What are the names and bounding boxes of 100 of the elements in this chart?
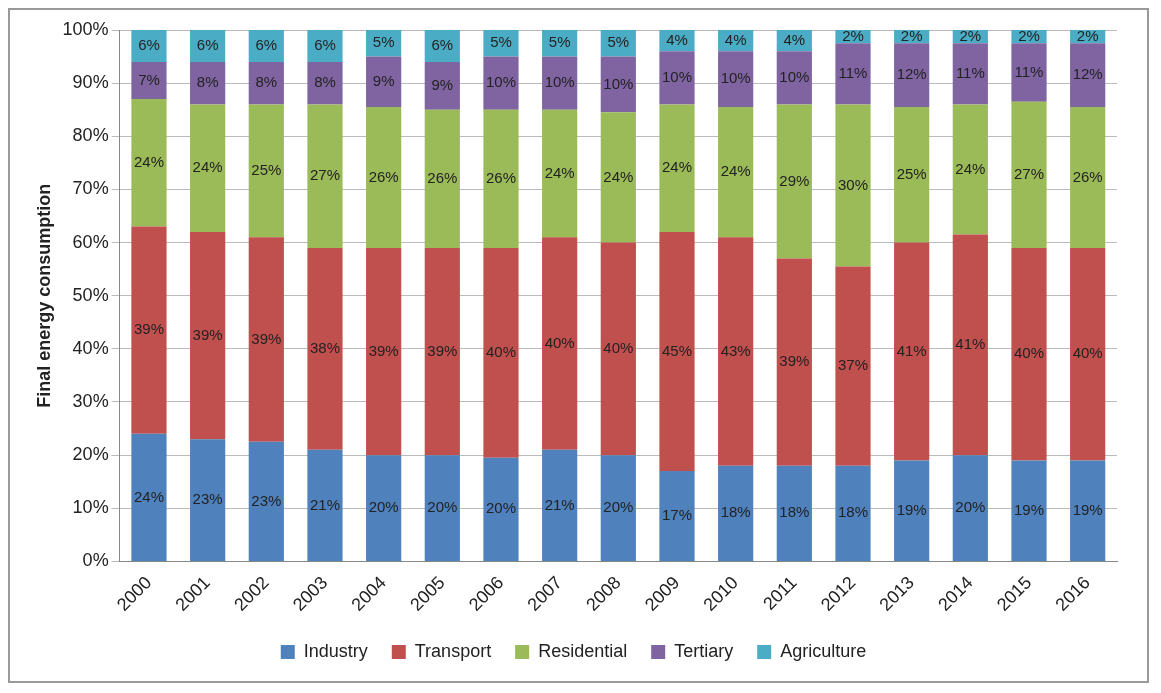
bar [776,104,812,259]
data-label: 2% [1076,26,1099,44]
bar [190,231,226,440]
bar [190,439,226,561]
bar [1011,247,1047,461]
bar [894,107,930,243]
y-tick-label: 0% [82,550,109,571]
bar [894,460,930,561]
data-label: 40% [1013,344,1045,362]
data-label: 17% [661,506,692,524]
data-label: 2% [842,26,864,44]
legend-label: Industry [303,640,368,661]
data-label: 8% [255,73,278,91]
data-label: 24% [192,158,223,176]
bar [190,104,226,232]
data-label: 7% [138,70,160,88]
bar [542,56,578,110]
bar [718,107,754,238]
data-label: 40% [485,342,516,360]
data-label: 2% [959,26,982,44]
data-label: 4% [724,30,747,48]
bar [776,51,812,105]
data-label: 39% [251,329,282,347]
data-label: 24% [133,152,164,170]
data-label: 38% [309,338,340,356]
data-label: 23% [251,491,282,509]
y-tick-label: 90% [72,72,109,93]
bar [424,109,460,248]
data-label: 20% [427,498,458,516]
bar [307,30,343,62]
data-label: 4% [666,30,688,48]
data-label: 40% [544,333,575,351]
y-tick-label: 20% [72,444,109,465]
data-label: 12% [896,65,927,83]
data-label: 25% [896,164,927,182]
bar [1070,107,1106,248]
data-label: 10% [779,67,810,85]
data-label: 37% [837,356,869,374]
bar [248,441,284,561]
bar [248,104,284,238]
data-label: 6% [431,36,454,54]
data-label: 19% [1013,500,1045,518]
bar [718,465,754,561]
data-label: 20% [368,498,399,516]
data-label: 41% [896,341,927,359]
data-label: 20% [955,498,986,516]
data-label: 18% [779,503,810,521]
data-label: 2% [900,26,923,44]
y-axis-title: Final energy consumption [33,183,54,408]
bar [366,107,402,248]
bar [424,455,460,561]
legend-label: Residential [538,640,628,661]
bar [307,104,343,248]
legend-label: Tertiary [674,640,734,661]
bar [307,61,343,105]
data-label: 24% [603,167,634,185]
bar [1070,43,1106,108]
data-label: 39% [427,341,458,359]
data-label: 24% [661,158,692,176]
bar [600,112,636,243]
data-label: 39% [779,352,810,370]
bar [307,247,343,450]
data-label: 24% [955,159,986,177]
bar [952,104,988,235]
data-label: 5% [372,33,395,51]
data-label: 39% [133,320,164,338]
data-label: 27% [309,166,340,184]
data-label: 5% [607,33,630,51]
data-label: 30% [837,175,869,193]
bar [483,109,519,248]
data-label: 2% [1018,26,1040,44]
data-label: 10% [661,67,692,85]
data-label: 12% [1072,65,1103,83]
data-label: 43% [720,341,751,359]
bar [835,104,871,267]
bar [542,109,578,238]
data-label: 29% [779,171,810,189]
data-label: 21% [544,495,575,513]
data-label: 9% [431,75,454,93]
data-label: 10% [544,73,575,91]
y-tick-label: 70% [72,178,109,199]
data-label: 23% [192,490,223,508]
bar [131,99,167,227]
data-label: 21% [309,495,340,513]
data-label: 24% [133,487,164,505]
bar [659,104,695,232]
bar [952,455,988,561]
bar [131,61,167,100]
data-label: 11% [838,63,868,81]
data-label: 24% [720,162,751,180]
data-label: 11% [955,63,985,81]
bar [307,449,343,561]
data-label: 10% [485,73,516,91]
data-label: 39% [368,341,399,359]
data-label: 5% [548,33,571,51]
data-label: 39% [192,325,223,343]
data-label: 4% [783,30,806,48]
bar [424,61,460,110]
data-label: 6% [138,36,160,54]
data-label: 19% [896,500,927,518]
